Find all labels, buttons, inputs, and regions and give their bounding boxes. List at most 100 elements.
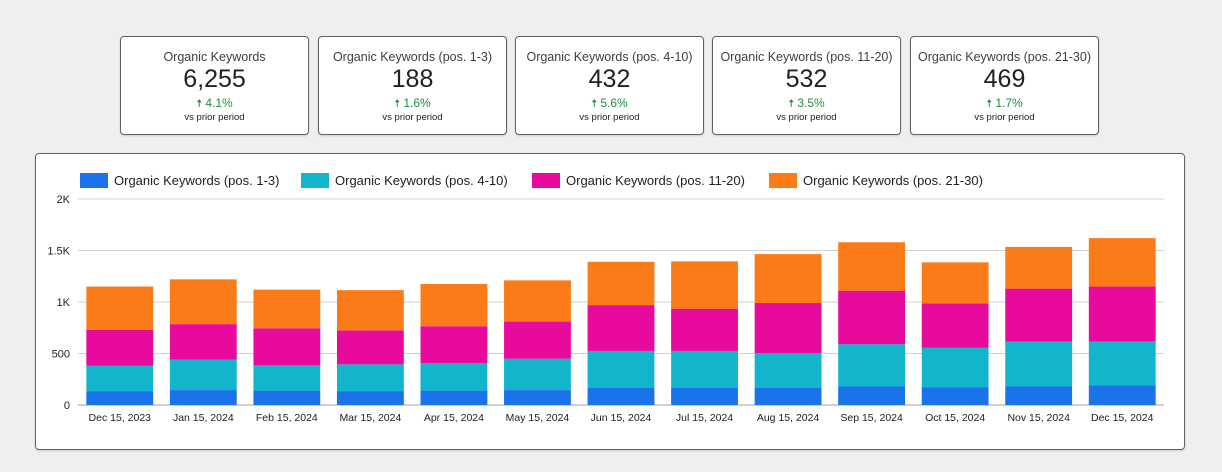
- x-tick-label: Jun 15, 2024: [591, 412, 652, 424]
- x-tick-label: Dec 15, 2024: [1091, 412, 1154, 424]
- bar-segment[interactable]: [754, 254, 822, 304]
- bar-segment[interactable]: [169, 279, 237, 325]
- bar-segment[interactable]: [86, 365, 154, 392]
- bar-segment[interactable]: [253, 289, 321, 329]
- scorecard-comparison-label: vs prior period: [184, 112, 245, 123]
- bar-segment[interactable]: [838, 344, 906, 387]
- bar-segment[interactable]: [336, 290, 404, 331]
- bar-segment[interactable]: [253, 365, 321, 391]
- bar-segment[interactable]: [420, 390, 488, 405]
- bar-segment[interactable]: [420, 283, 488, 327]
- bar-segment[interactable]: [336, 391, 404, 405]
- scorecard-comparison-label: vs prior period: [579, 112, 640, 123]
- x-tick-label: Oct 15, 2024: [925, 412, 985, 424]
- scorecard-pos-11-20[interactable]: Organic Keywords (pos. 11-20) 532 🠅 3.5% …: [712, 36, 901, 135]
- scorecard-delta: 🠅 1.7%: [911, 95, 1098, 114]
- scorecard-pos-21-30[interactable]: Organic Keywords (pos. 21-30) 469 🠅 1.7% …: [910, 36, 1099, 135]
- x-tick-label: Jul 15, 2024: [676, 412, 733, 424]
- bar-segment[interactable]: [1005, 246, 1073, 289]
- bar-segment[interactable]: [921, 347, 989, 388]
- bar-segment[interactable]: [420, 363, 488, 391]
- bar-segment[interactable]: [921, 303, 989, 348]
- x-tick-label: Dec 15, 2023: [89, 412, 152, 424]
- x-tick-label: Feb 15, 2024: [256, 412, 318, 424]
- scorecard-title: Organic Keywords (pos. 4-10): [526, 50, 693, 64]
- scorecard-title: Organic Keywords: [163, 50, 266, 64]
- bar-segment[interactable]: [1088, 341, 1156, 386]
- scorecard-pos-4-10[interactable]: Organic Keywords (pos. 4-10) 432 🠅 5.6% v…: [515, 36, 704, 135]
- scorecard-comparison-label: vs prior period: [974, 112, 1035, 123]
- arrow-up-icon: 🠅: [591, 98, 598, 110]
- bar-segment[interactable]: [504, 390, 571, 405]
- bar-segment[interactable]: [671, 261, 738, 309]
- scorecard-delta-value: 5.6%: [600, 96, 628, 110]
- arrow-up-icon: 🠅: [394, 98, 401, 110]
- y-tick-label: 1K: [57, 297, 71, 309]
- scorecard-delta: 🠅 4.1%: [121, 95, 308, 114]
- bar-segment[interactable]: [504, 321, 571, 359]
- bar-segment[interactable]: [86, 391, 154, 405]
- bar-segment[interactable]: [587, 350, 655, 389]
- x-tick-label: Apr 15, 2024: [424, 412, 484, 424]
- y-tick-label: 0: [64, 400, 70, 412]
- bar-segment[interactable]: [754, 388, 822, 405]
- bar-segment[interactable]: [420, 326, 488, 364]
- scorecard-organic-keywords[interactable]: Organic Keywords 6,255 🠅 4.1% vs prior pe…: [120, 36, 309, 135]
- bar-segment[interactable]: [86, 286, 154, 330]
- bar-segment[interactable]: [587, 388, 655, 405]
- legend-swatch: [769, 173, 797, 188]
- scorecard-row: Organic Keywords 6,255 🠅 4.1% vs prior pe…: [120, 36, 1100, 136]
- bar-segment[interactable]: [838, 290, 906, 345]
- bar-segment[interactable]: [86, 329, 154, 366]
- stacked-bar-chart-panel[interactable]: Organic Keywords (pos. 1-3) Organic Keyw…: [35, 153, 1185, 450]
- scorecard-value: 188: [391, 65, 434, 93]
- scorecard-title: Organic Keywords (pos. 11-20): [720, 50, 893, 64]
- bar-segment[interactable]: [253, 390, 321, 405]
- bar-segment[interactable]: [1005, 341, 1073, 387]
- bar-segment[interactable]: [504, 280, 571, 322]
- scorecard-value: 432: [588, 65, 631, 93]
- bar-segment[interactable]: [504, 358, 571, 391]
- legend-swatch: [301, 173, 329, 188]
- y-tick-label: 2K: [57, 194, 71, 206]
- bar-segment[interactable]: [1088, 238, 1156, 287]
- bar-segment[interactable]: [587, 305, 655, 351]
- bar-segment[interactable]: [671, 388, 738, 405]
- bar-segment[interactable]: [1005, 386, 1073, 405]
- scorecard-delta: 🠅 1.6%: [319, 95, 506, 114]
- arrow-up-icon: 🠅: [196, 98, 203, 110]
- bar-segment[interactable]: [671, 350, 738, 389]
- bar-segment[interactable]: [838, 386, 906, 405]
- bar-segment[interactable]: [921, 262, 989, 304]
- scorecard-delta-value: 4.1%: [205, 96, 233, 110]
- bar-segment[interactable]: [838, 242, 906, 291]
- bar-segment[interactable]: [754, 352, 822, 389]
- bar-segment[interactable]: [1088, 385, 1156, 405]
- bar-segment[interactable]: [921, 387, 989, 405]
- legend-swatch: [80, 173, 108, 188]
- bar-segment[interactable]: [169, 324, 237, 360]
- bar-segment[interactable]: [754, 303, 822, 353]
- scorecard-value: 469: [983, 65, 1026, 93]
- bar-segment[interactable]: [169, 390, 237, 405]
- legend-swatch: [532, 173, 560, 188]
- bar-segment[interactable]: [253, 328, 321, 366]
- bar-segment[interactable]: [1088, 286, 1156, 342]
- bar-segment[interactable]: [1005, 288, 1073, 342]
- x-tick-label: May 15, 2024: [506, 412, 570, 424]
- bar-segment[interactable]: [336, 364, 404, 392]
- arrow-up-icon: 🠅: [986, 98, 993, 110]
- bar-segment[interactable]: [587, 261, 655, 306]
- scorecard-title: Organic Keywords (pos. 21-30): [918, 50, 1091, 64]
- legend-label: Organic Keywords (pos. 11-20): [566, 173, 745, 188]
- bar-segment[interactable]: [169, 359, 237, 391]
- scorecard-delta-value: 3.5%: [797, 96, 825, 110]
- x-tick-label: Jan 15, 2024: [173, 412, 234, 424]
- y-tick-label: 1.5K: [47, 246, 70, 258]
- bar-segment[interactable]: [336, 330, 404, 365]
- bar-segment[interactable]: [671, 308, 738, 351]
- scorecard-delta: 🠅 3.5%: [713, 95, 900, 114]
- scorecard-value: 6,255: [183, 65, 246, 93]
- legend-label: Organic Keywords (pos. 1-3): [114, 173, 280, 188]
- scorecard-pos-1-3[interactable]: Organic Keywords (pos. 1-3) 188 🠅 1.6% vs…: [318, 36, 507, 135]
